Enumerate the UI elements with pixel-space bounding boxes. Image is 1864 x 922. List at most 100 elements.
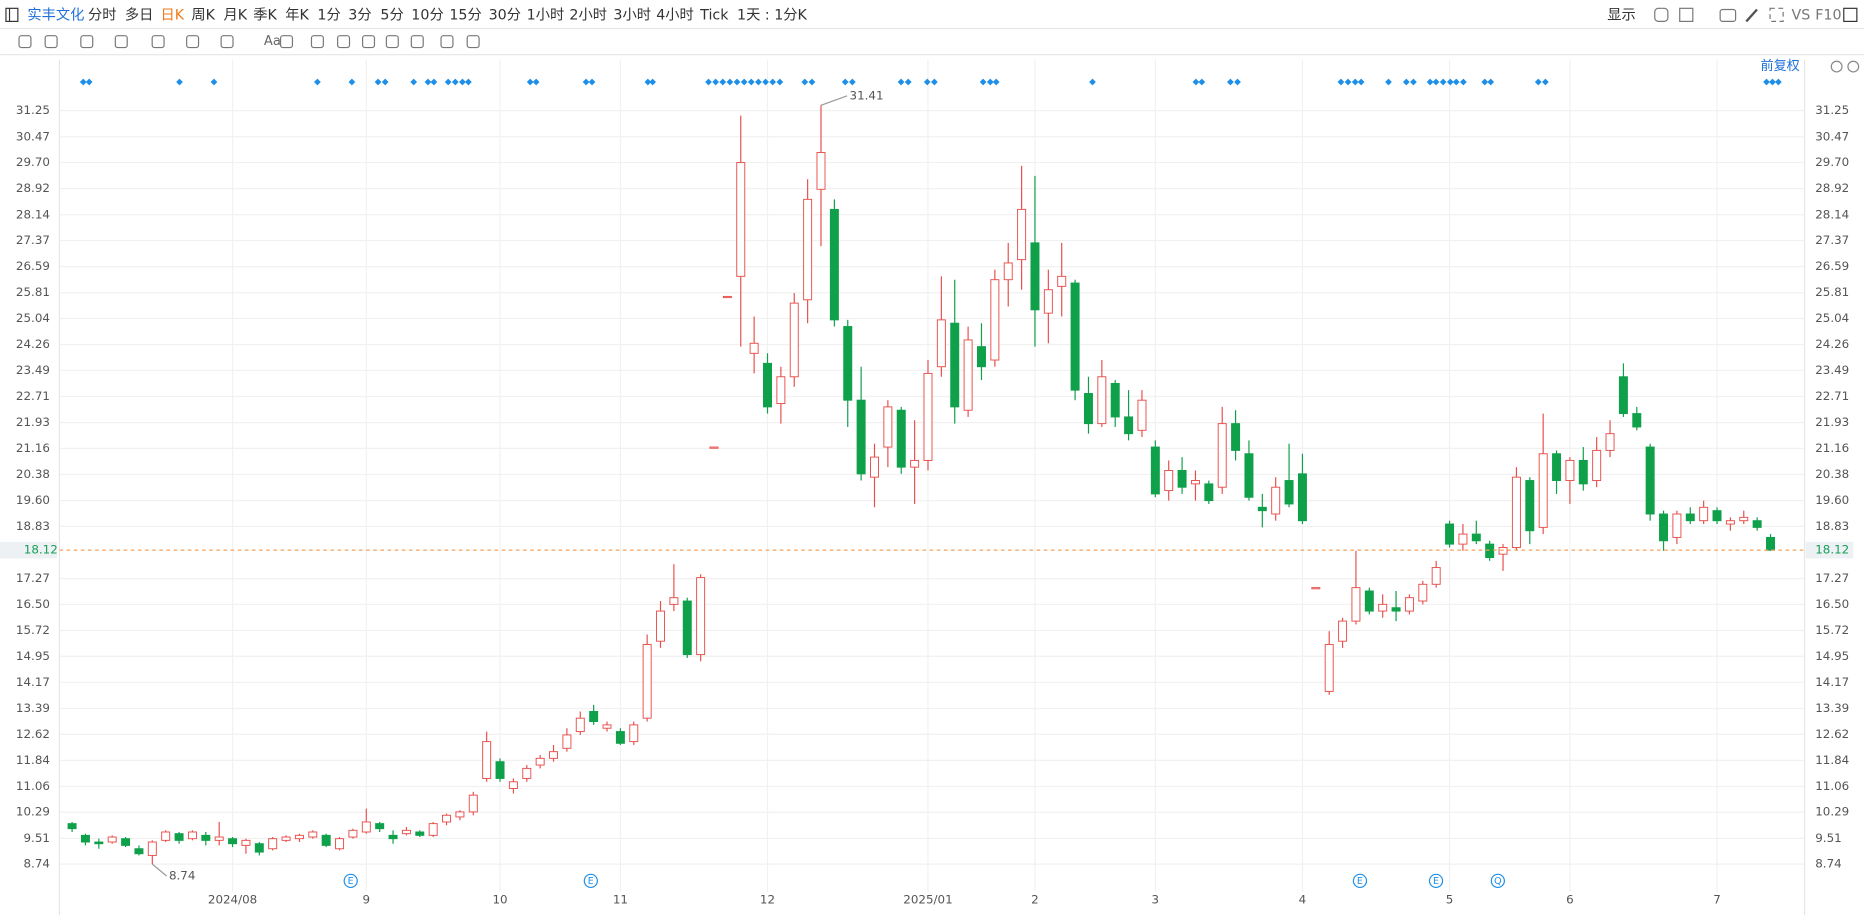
tool-icon[interactable]	[80, 35, 94, 49]
adjust-mode[interactable]: 前复权	[1761, 58, 1800, 74]
text-tool[interactable]: Aa	[264, 34, 281, 49]
period-tab[interactable]: 年K	[285, 6, 309, 23]
event-marker[interactable]	[1490, 873, 1505, 889]
period-tab[interactable]: 季K	[253, 6, 277, 23]
display-menu[interactable]: 显示	[1607, 7, 1636, 23]
event-diamond[interactable]	[210, 78, 218, 86]
event-diamond[interactable]	[381, 78, 389, 86]
event-diamond[interactable]	[1227, 78, 1234, 86]
event-diamond[interactable]	[1402, 78, 1410, 86]
candle-body	[147, 841, 157, 856]
tool-icon[interactable]	[466, 35, 480, 49]
period-tab[interactable]: Tick	[699, 7, 729, 23]
event-diamond[interactable]	[348, 78, 356, 86]
event-diamond[interactable]	[374, 78, 382, 86]
event-diamond[interactable]	[1487, 78, 1495, 86]
event-diamond[interactable]	[532, 78, 540, 86]
tool-icon[interactable]	[114, 35, 128, 49]
event-diamond[interactable]	[719, 78, 727, 86]
event-diamond[interactable]	[526, 78, 534, 86]
tool-icon[interactable]	[18, 35, 32, 49]
event-diamond[interactable]	[176, 78, 183, 86]
camera-icon[interactable]	[1719, 8, 1737, 22]
y-tick-label-right: 27.37	[1815, 233, 1849, 247]
event-diamond[interactable]	[1439, 78, 1447, 86]
tool-icon[interactable]	[310, 35, 324, 49]
event-diamond[interactable]	[314, 78, 321, 86]
event-diamond[interactable]	[1357, 78, 1365, 86]
event-diamond[interactable]	[1426, 78, 1434, 86]
event-diamond[interactable]	[465, 78, 472, 86]
period-tab[interactable]: 2小时	[569, 6, 607, 23]
pen-icon[interactable]	[1745, 8, 1758, 23]
panel-icon[interactable]	[1843, 7, 1858, 22]
event-marker[interactable]	[343, 873, 358, 889]
period-tab[interactable]: 1分	[317, 6, 340, 23]
tool-icon[interactable]	[279, 35, 294, 49]
zoom-out[interactable]	[1830, 60, 1843, 73]
event-diamond[interactable]	[769, 78, 777, 86]
event-diamond[interactable]	[444, 78, 452, 86]
event-diamond[interactable]	[430, 78, 438, 86]
event-diamond[interactable]	[1542, 78, 1549, 86]
event-diamond[interactable]	[582, 78, 590, 86]
tool-icon[interactable]	[385, 35, 399, 49]
tool-icon[interactable]	[337, 35, 351, 49]
event-diamond[interactable]	[1410, 78, 1417, 86]
period-tab[interactable]: 分时	[88, 6, 117, 23]
tool-icon[interactable]	[440, 35, 454, 49]
event-diamond[interactable]	[1769, 78, 1776, 86]
event-marker[interactable]	[1352, 873, 1368, 889]
event-marker[interactable]	[583, 873, 598, 889]
event-diamond[interactable]	[588, 78, 596, 86]
event-diamond[interactable]	[1234, 78, 1241, 86]
tool-icon[interactable]	[410, 35, 424, 49]
x-tick-label: 3	[1152, 892, 1160, 906]
tool-icon[interactable]	[44, 35, 58, 49]
fullscreen-icon[interactable]	[1769, 7, 1784, 22]
period-tab[interactable]: 30分	[489, 6, 521, 23]
candle-body	[1338, 620, 1348, 642]
event-diamond[interactable]	[424, 78, 432, 86]
y-tick-label-right: 29.70	[1815, 155, 1849, 169]
period-tab[interactable]: 多日	[125, 6, 154, 23]
period-tab[interactable]: 3小时	[613, 6, 651, 23]
range-select[interactable]: 1天 : 1分K	[737, 6, 807, 23]
candle-body	[776, 376, 786, 405]
period-tab[interactable]: 4小时	[656, 6, 694, 23]
zoom-in[interactable]	[1847, 60, 1860, 73]
event-diamond[interactable]	[451, 78, 459, 86]
event-diamond[interactable]	[1351, 78, 1359, 86]
settings-icon[interactable]	[1654, 7, 1669, 22]
period-tab[interactable]: 5分	[380, 6, 403, 23]
candle-body	[1552, 453, 1562, 482]
period-tab[interactable]: 周K	[191, 7, 215, 23]
layout-icon[interactable]	[1679, 7, 1694, 22]
period-tab[interactable]: 15分	[449, 6, 481, 23]
event-marker[interactable]	[1428, 873, 1444, 889]
stock-name[interactable]: 实丰文化	[27, 6, 84, 23]
event-diamond[interactable]	[1481, 78, 1489, 86]
event-diamond[interactable]	[459, 78, 466, 86]
period-tab[interactable]: 月K	[224, 7, 248, 23]
vs-button[interactable]: VS	[1791, 7, 1810, 23]
tool-icon[interactable]	[220, 35, 234, 49]
event-diamond[interactable]	[85, 78, 93, 86]
sidebar-icon[interactable]	[5, 7, 19, 22]
event-diamond[interactable]	[79, 78, 87, 86]
event-diamond[interactable]	[904, 78, 912, 86]
event-diamond[interactable]	[1534, 78, 1542, 86]
tool-icon[interactable]	[186, 35, 200, 49]
event-diamond[interactable]	[410, 78, 418, 86]
period-tab[interactable]: 日K	[160, 7, 184, 23]
f10-button[interactable]: F10	[1815, 7, 1841, 23]
tool-icon[interactable]	[151, 35, 165, 49]
candle-body	[642, 644, 652, 719]
period-tab[interactable]: 1小时	[527, 6, 565, 23]
period-tab[interactable]: 3分	[348, 6, 371, 23]
tool-icon[interactable]	[361, 35, 376, 49]
event-diamond[interactable]	[848, 78, 856, 86]
event-diamond[interactable]	[1446, 78, 1454, 86]
period-tab[interactable]: 10分	[411, 6, 443, 23]
